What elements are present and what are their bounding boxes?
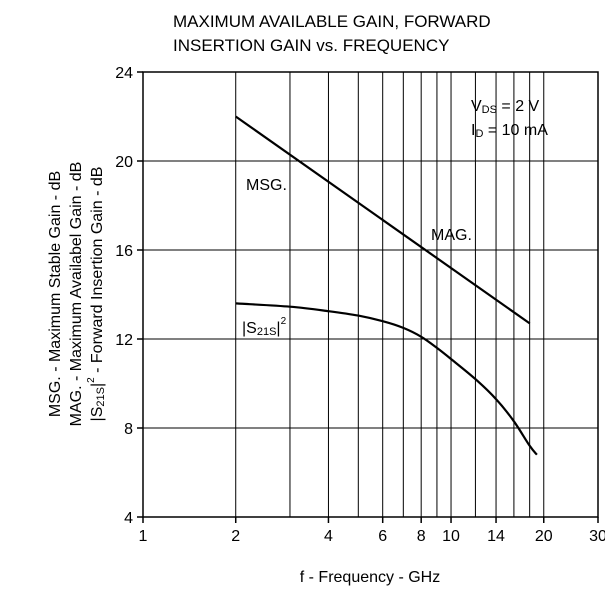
vds-pre: V: [471, 98, 482, 115]
vds-post: = 2 V: [497, 98, 540, 115]
y-label-s-sub: 21S: [95, 387, 107, 407]
y-axis-label-line-2: MAG. - Maximum Availabel Gain - dB: [68, 162, 85, 427]
id-pre: I: [471, 122, 475, 139]
msg-mag-series-line: [235, 115, 531, 325]
y-label-s-sup: 2: [86, 377, 97, 383]
s21-post: |: [276, 320, 280, 337]
y-tick-label: 16: [115, 243, 133, 260]
vds-annotation: VDS = 2 V: [471, 98, 540, 116]
id-annotation: ID = 10 mA: [471, 122, 548, 140]
x-tick-label: 10: [442, 528, 460, 545]
chart-title-line-1: MAXIMUM AVAILABLE GAIN, FORWARD: [173, 12, 491, 31]
y-label-s-tail: - Forward Insertion Gain - dB: [89, 167, 106, 378]
s21-series-line: [235, 302, 538, 456]
plot-frame: [142, 71, 599, 518]
id-sub: D: [475, 128, 483, 140]
x-tick-label: 1: [139, 528, 148, 545]
s21-sup: 2: [281, 316, 287, 327]
msg-label: MSG.: [246, 177, 287, 194]
y-label-s-post: |: [89, 383, 106, 387]
gridlines: [143, 72, 598, 517]
x-tick-label: 4: [324, 528, 333, 545]
y-tick-label: 12: [115, 332, 133, 349]
s21-pre: |S: [242, 320, 257, 337]
x-tick-label: 6: [378, 528, 387, 545]
y-axis-label-line-3-group: |S21S|2 - Forward Insertion Gain - dB: [86, 167, 107, 422]
y-tick-label: 24: [115, 65, 133, 82]
y-axis-label-line-1-group: MSG. - Maximum Stable Gain - dB: [47, 171, 64, 417]
x-tick-label: 30: [589, 528, 605, 545]
s21-sub: 21S: [257, 326, 277, 338]
x-tick-label: 8: [417, 528, 426, 545]
series-group: [235, 115, 538, 456]
y-tick-label: 8: [124, 421, 133, 438]
x-tick-label: 20: [535, 528, 553, 545]
id-post: = 10 mA: [483, 122, 548, 139]
y-tick-label: 4: [124, 510, 133, 527]
y-axis-label-line-3: |S21S|2 - Forward Insertion Gain - dB: [86, 167, 107, 422]
vds-sub: DS: [482, 104, 497, 116]
y-label-s-pre: |S: [89, 407, 106, 422]
y-tick-label: 20: [115, 154, 133, 171]
chart-title-line-2: INSERTION GAIN vs. FREQUENCY: [173, 36, 449, 55]
x-tick-label: 2: [231, 528, 240, 545]
x-tick-label: 14: [487, 528, 505, 545]
mag-label: MAG.: [431, 227, 472, 244]
x-axis-label: f - Frequency - GHz: [300, 569, 440, 586]
s21-label: |S21S|2: [242, 316, 287, 338]
y-axis-label-line-1: MSG. - Maximum Stable Gain - dB: [47, 171, 64, 417]
y-axis-label-line-2-group: MAG. - Maximum Availabel Gain - dB: [68, 162, 85, 427]
